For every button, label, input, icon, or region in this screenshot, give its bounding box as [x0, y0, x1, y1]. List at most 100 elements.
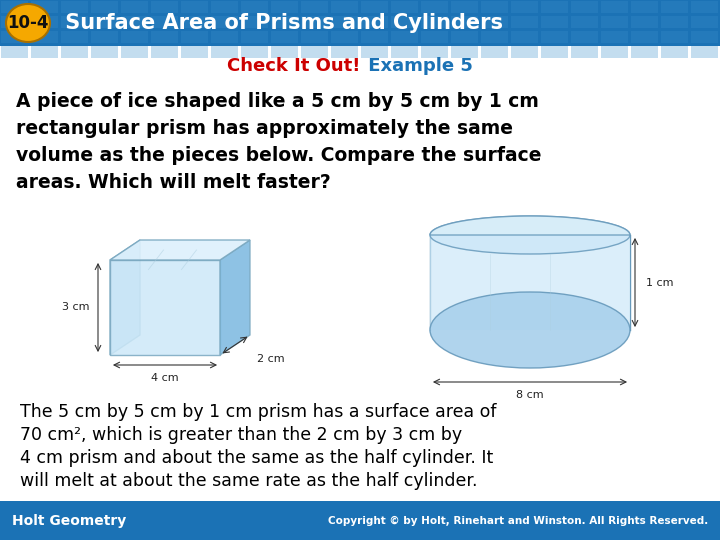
Text: 10-4: 10-4 [7, 14, 49, 32]
FancyBboxPatch shape [61, 46, 88, 58]
FancyBboxPatch shape [571, 46, 598, 58]
FancyBboxPatch shape [691, 16, 718, 28]
FancyBboxPatch shape [451, 31, 478, 43]
FancyBboxPatch shape [61, 1, 88, 13]
FancyBboxPatch shape [271, 31, 298, 43]
FancyBboxPatch shape [241, 31, 268, 43]
Polygon shape [220, 240, 250, 355]
FancyBboxPatch shape [181, 31, 208, 43]
Text: 1 cm: 1 cm [646, 278, 673, 287]
FancyBboxPatch shape [541, 16, 568, 28]
FancyBboxPatch shape [211, 31, 238, 43]
FancyBboxPatch shape [301, 1, 328, 13]
FancyBboxPatch shape [211, 46, 238, 58]
FancyBboxPatch shape [301, 16, 328, 28]
Polygon shape [110, 260, 220, 355]
FancyBboxPatch shape [691, 46, 718, 58]
FancyBboxPatch shape [511, 1, 538, 13]
FancyBboxPatch shape [31, 1, 58, 13]
FancyBboxPatch shape [31, 46, 58, 58]
FancyBboxPatch shape [91, 31, 118, 43]
FancyBboxPatch shape [271, 16, 298, 28]
FancyBboxPatch shape [481, 1, 508, 13]
FancyBboxPatch shape [451, 46, 478, 58]
FancyBboxPatch shape [601, 46, 628, 58]
Text: Holt Geometry: Holt Geometry [12, 514, 126, 528]
Text: 3 cm: 3 cm [63, 302, 90, 313]
FancyBboxPatch shape [0, 393, 720, 501]
FancyBboxPatch shape [241, 16, 268, 28]
FancyBboxPatch shape [451, 16, 478, 28]
FancyBboxPatch shape [91, 16, 118, 28]
FancyBboxPatch shape [511, 16, 538, 28]
FancyBboxPatch shape [361, 31, 388, 43]
FancyBboxPatch shape [661, 46, 688, 58]
FancyBboxPatch shape [691, 31, 718, 43]
Ellipse shape [430, 216, 630, 254]
Polygon shape [430, 235, 630, 330]
FancyBboxPatch shape [121, 46, 148, 58]
Polygon shape [110, 240, 140, 355]
FancyBboxPatch shape [1, 1, 28, 13]
Text: 8 cm: 8 cm [516, 390, 544, 400]
FancyBboxPatch shape [301, 31, 328, 43]
FancyBboxPatch shape [421, 1, 448, 13]
FancyBboxPatch shape [571, 31, 598, 43]
FancyBboxPatch shape [151, 31, 178, 43]
FancyBboxPatch shape [421, 31, 448, 43]
FancyBboxPatch shape [271, 1, 298, 13]
FancyBboxPatch shape [211, 16, 238, 28]
FancyBboxPatch shape [151, 46, 178, 58]
Text: A piece of ice shaped like a 5 cm by 5 cm by 1 cm: A piece of ice shaped like a 5 cm by 5 c… [16, 92, 539, 111]
FancyBboxPatch shape [61, 31, 88, 43]
Text: Surface Area of Prisms and Cylinders: Surface Area of Prisms and Cylinders [58, 13, 503, 33]
FancyBboxPatch shape [571, 16, 598, 28]
FancyBboxPatch shape [121, 16, 148, 28]
FancyBboxPatch shape [391, 16, 418, 28]
FancyBboxPatch shape [601, 1, 628, 13]
FancyBboxPatch shape [331, 46, 358, 58]
Ellipse shape [430, 292, 630, 368]
Text: Copyright © by Holt, Rinehart and Winston. All Rights Reserved.: Copyright © by Holt, Rinehart and Winsto… [328, 516, 708, 525]
FancyBboxPatch shape [631, 31, 658, 43]
Polygon shape [430, 216, 630, 235]
FancyBboxPatch shape [1, 16, 28, 28]
FancyBboxPatch shape [181, 46, 208, 58]
Text: Check It Out!: Check It Out! [227, 57, 360, 75]
FancyBboxPatch shape [481, 16, 508, 28]
FancyBboxPatch shape [601, 31, 628, 43]
FancyBboxPatch shape [421, 46, 448, 58]
FancyBboxPatch shape [661, 31, 688, 43]
FancyBboxPatch shape [481, 46, 508, 58]
Text: rectangular prism has approximately the same: rectangular prism has approximately the … [16, 119, 513, 138]
FancyBboxPatch shape [31, 31, 58, 43]
Polygon shape [110, 240, 250, 260]
FancyBboxPatch shape [511, 31, 538, 43]
Text: Example 5: Example 5 [362, 57, 473, 75]
Text: 4 cm prism and about the same as the half cylinder. It: 4 cm prism and about the same as the hal… [20, 449, 493, 467]
FancyBboxPatch shape [91, 46, 118, 58]
FancyBboxPatch shape [451, 1, 478, 13]
FancyBboxPatch shape [391, 1, 418, 13]
FancyBboxPatch shape [481, 31, 508, 43]
FancyBboxPatch shape [541, 46, 568, 58]
FancyBboxPatch shape [331, 31, 358, 43]
FancyBboxPatch shape [61, 16, 88, 28]
FancyBboxPatch shape [121, 1, 148, 13]
Text: The 5 cm by 5 cm by 1 cm prism has a surface area of: The 5 cm by 5 cm by 1 cm prism has a sur… [20, 403, 497, 421]
FancyBboxPatch shape [1, 46, 28, 58]
Text: 4 cm: 4 cm [151, 373, 179, 383]
FancyBboxPatch shape [0, 501, 720, 540]
FancyBboxPatch shape [541, 1, 568, 13]
FancyBboxPatch shape [331, 16, 358, 28]
Ellipse shape [6, 4, 50, 42]
FancyBboxPatch shape [91, 1, 118, 13]
FancyBboxPatch shape [571, 1, 598, 13]
FancyBboxPatch shape [361, 46, 388, 58]
FancyBboxPatch shape [1, 31, 28, 43]
FancyBboxPatch shape [181, 1, 208, 13]
FancyBboxPatch shape [511, 46, 538, 58]
Text: 2 cm: 2 cm [257, 354, 284, 364]
FancyBboxPatch shape [661, 1, 688, 13]
FancyBboxPatch shape [631, 1, 658, 13]
